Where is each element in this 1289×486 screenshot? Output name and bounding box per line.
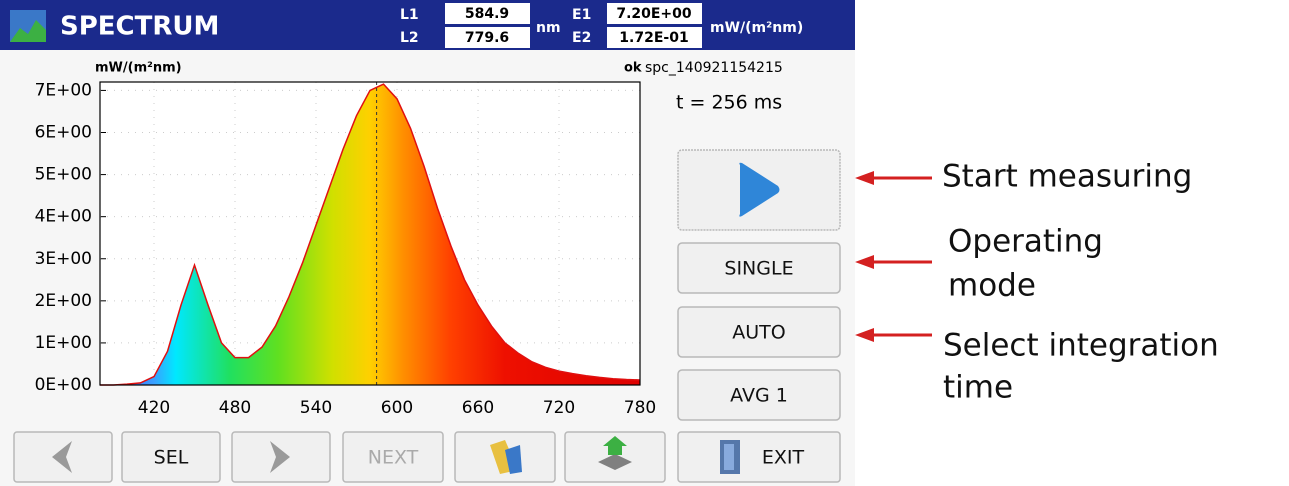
next-button[interactable]: NEXT: [342, 431, 444, 483]
spectrum-line: [100, 83, 641, 386]
mode-button-label: SINGLE: [724, 258, 793, 280]
plot: 0E+00 1E+00 2E+00 3E+00 4E+00 5E+00 6E+00 7E+00…: [35, 80, 657, 418]
save-button[interactable]: [564, 431, 666, 483]
next-arrow-button[interactable]: [231, 431, 331, 483]
prev-button[interactable]: [13, 431, 113, 483]
x-tick-label: 480: [219, 398, 251, 418]
x-tick-label: 600: [381, 398, 413, 418]
y-tick-label: 0E+00: [35, 375, 92, 395]
mode-button-label: AVG 1: [730, 385, 788, 407]
next-label: NEXT: [368, 447, 419, 469]
sel-button[interactable]: SEL: [121, 431, 221, 483]
app-title: SPECTRUM: [60, 12, 219, 42]
annotation-start: Start measuring: [942, 159, 1192, 195]
mode-button-frame[interactable]: [677, 242, 841, 294]
nm-unit: nm: [536, 20, 561, 36]
e1-label: E1: [572, 7, 591, 23]
x-tick-label: 720: [543, 398, 575, 418]
annotation-arrows: [855, 171, 932, 342]
sel-label: SEL: [154, 447, 189, 469]
l1-box: [445, 3, 530, 24]
x-tick-label: 660: [462, 398, 494, 418]
annotation-mode-line: Operating: [948, 224, 1103, 260]
annotation-integration-line: time: [943, 370, 1013, 406]
exit-button[interactable]: EXIT: [677, 431, 841, 483]
file-name: spc_140921154215: [645, 60, 783, 76]
mode-button[interactable]: AVG 1: [677, 369, 841, 421]
plot-frame: [99, 81, 641, 386]
e2-label: E2: [572, 30, 591, 46]
e2-value: 1.72E-01: [619, 30, 688, 46]
status-ok: ok: [624, 61, 642, 76]
mode-button-label: AUTO: [732, 322, 785, 344]
y-tick-label: 2E+00: [35, 291, 92, 311]
mode-button-frame[interactable]: [677, 369, 841, 421]
play-icon: [739, 162, 780, 217]
x-tick-label: 780: [624, 398, 656, 418]
x-tick-label: 420: [138, 398, 170, 418]
l2-label: L2: [400, 30, 419, 46]
y-tick-label: 3E+00: [35, 249, 92, 269]
exit-label: EXIT: [762, 447, 805, 469]
integration-time: t = 256 ms: [676, 92, 782, 114]
annotation-mode-line: mode: [948, 268, 1036, 304]
l1-value: 584.9: [465, 6, 509, 22]
annotation-integration-line: Select integration: [943, 328, 1219, 364]
e1-value: 7.20E+00: [616, 6, 692, 22]
edit-button[interactable]: [454, 431, 556, 483]
l2-value: 779.6: [465, 30, 509, 46]
y-tick-label: 5E+00: [35, 165, 92, 185]
y-tick-label: 1E+00: [35, 333, 92, 353]
e-unit: mW/(m²nm): [710, 20, 803, 36]
l1-label: L1: [400, 7, 419, 23]
e2-box: [607, 27, 702, 48]
y-axis-unit: mW/(m²nm): [95, 61, 182, 76]
y-tick-label: 6E+00: [35, 123, 92, 143]
header-bar: [0, 0, 855, 50]
y-tick-label: 4E+00: [35, 207, 92, 227]
start-button[interactable]: [677, 149, 841, 231]
spectrum-fill: [100, 84, 640, 386]
mode-button-frame[interactable]: [677, 306, 841, 358]
l2-box: [445, 27, 530, 48]
mode-button[interactable]: SINGLE: [677, 242, 841, 294]
app-icon: [10, 10, 46, 42]
mode-button[interactable]: AUTO: [677, 306, 841, 358]
e1-box: [607, 3, 702, 24]
y-tick-label: 7E+00: [35, 80, 92, 100]
x-tick-label: 540: [300, 398, 332, 418]
